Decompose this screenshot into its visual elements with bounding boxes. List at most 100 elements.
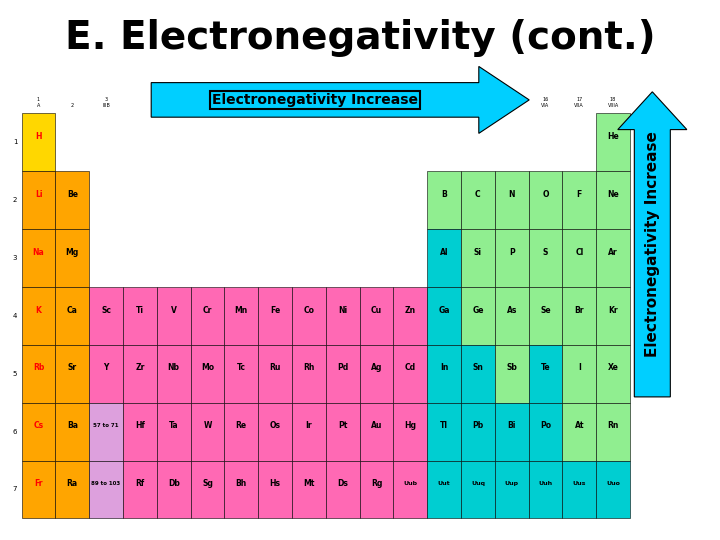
Bar	[528, 403, 562, 461]
Bar	[427, 287, 461, 345]
Text: Uuo: Uuo	[606, 481, 620, 486]
Text: 2: 2	[13, 197, 17, 203]
Text: Uuh: Uuh	[539, 481, 552, 486]
Bar	[325, 287, 359, 345]
Text: Hf: Hf	[135, 421, 145, 430]
Text: Pd: Pd	[337, 363, 348, 373]
Text: Rn: Rn	[608, 421, 618, 430]
Text: Ni: Ni	[338, 306, 347, 315]
Text: Li: Li	[35, 190, 42, 199]
Text: Ge: Ge	[472, 306, 484, 315]
Text: Ba: Ba	[67, 421, 78, 430]
Text: Ca: Ca	[67, 306, 78, 315]
Text: Nb: Nb	[168, 363, 180, 373]
Polygon shape	[151, 66, 529, 133]
Text: 18
VIIIA: 18 VIIIA	[608, 97, 618, 108]
Text: Uub: Uub	[403, 481, 418, 486]
Text: O: O	[542, 190, 549, 199]
Bar	[292, 461, 325, 518]
Bar	[123, 461, 157, 518]
Bar	[225, 461, 258, 518]
Text: 7: 7	[13, 487, 17, 492]
Text: Al: Al	[440, 248, 449, 256]
Text: Po: Po	[540, 421, 551, 430]
Bar	[562, 287, 596, 345]
Text: Os: Os	[269, 421, 281, 430]
Text: Mo: Mo	[201, 363, 214, 373]
Bar	[157, 287, 191, 345]
Bar	[461, 345, 495, 403]
Bar	[157, 403, 191, 461]
Text: F: F	[577, 190, 582, 199]
Text: Sn: Sn	[472, 363, 483, 373]
Bar	[427, 171, 461, 229]
Text: Se: Se	[540, 306, 551, 315]
Bar	[22, 461, 55, 518]
Bar	[393, 345, 427, 403]
Text: Mn: Mn	[235, 306, 248, 315]
Bar	[359, 287, 393, 345]
Text: Uus: Uus	[572, 481, 586, 486]
Text: Tc: Tc	[237, 363, 246, 373]
Text: Bh: Bh	[235, 479, 247, 488]
Text: Tl: Tl	[440, 421, 448, 430]
Text: Na: Na	[32, 248, 45, 256]
Bar	[89, 403, 123, 461]
Text: Kr: Kr	[608, 306, 618, 315]
Bar	[123, 287, 157, 345]
Bar	[55, 287, 89, 345]
Text: 1
A: 1 A	[37, 97, 40, 108]
Text: H: H	[35, 132, 42, 141]
Bar	[562, 345, 596, 403]
Text: Sc: Sc	[101, 306, 111, 315]
Bar	[55, 461, 89, 518]
Text: K: K	[35, 306, 42, 315]
Text: 5: 5	[13, 371, 17, 377]
Bar	[427, 345, 461, 403]
Text: Ga: Ga	[438, 306, 450, 315]
Text: Ar: Ar	[608, 248, 618, 256]
Text: He: He	[607, 132, 619, 141]
Text: Te: Te	[541, 363, 550, 373]
Text: I: I	[578, 363, 581, 373]
Text: P: P	[509, 248, 515, 256]
Bar	[55, 229, 89, 287]
Bar	[258, 461, 292, 518]
Bar	[359, 461, 393, 518]
Text: Rh: Rh	[303, 363, 315, 373]
Text: Be: Be	[67, 190, 78, 199]
Text: 3
IIIB: 3 IIIB	[102, 97, 110, 108]
Text: Hg: Hg	[405, 421, 416, 430]
Bar	[258, 287, 292, 345]
Bar	[596, 113, 630, 171]
Text: 6: 6	[13, 429, 17, 435]
Bar	[325, 403, 359, 461]
Text: Uut: Uut	[438, 481, 451, 486]
Text: Sb: Sb	[506, 363, 517, 373]
Text: Uup: Uup	[505, 481, 518, 486]
Text: Uuq: Uuq	[471, 481, 485, 486]
Text: At: At	[575, 421, 584, 430]
Text: Re: Re	[235, 421, 247, 430]
Bar	[123, 345, 157, 403]
Bar	[495, 229, 528, 287]
Text: Ru: Ru	[269, 363, 281, 373]
Text: 3: 3	[13, 255, 17, 261]
Bar	[495, 287, 528, 345]
Bar	[596, 229, 630, 287]
Bar	[89, 287, 123, 345]
Text: Sr: Sr	[68, 363, 77, 373]
Text: Cd: Cd	[405, 363, 416, 373]
Text: 89 to 103: 89 to 103	[91, 481, 121, 486]
Bar	[562, 461, 596, 518]
Bar	[393, 287, 427, 345]
Polygon shape	[618, 92, 687, 397]
Bar	[123, 403, 157, 461]
Bar	[292, 287, 325, 345]
Text: 57 to 71: 57 to 71	[94, 423, 119, 428]
Text: 2: 2	[71, 103, 74, 108]
Bar	[562, 403, 596, 461]
Bar	[191, 287, 225, 345]
Bar	[225, 287, 258, 345]
Text: Rb: Rb	[33, 363, 44, 373]
